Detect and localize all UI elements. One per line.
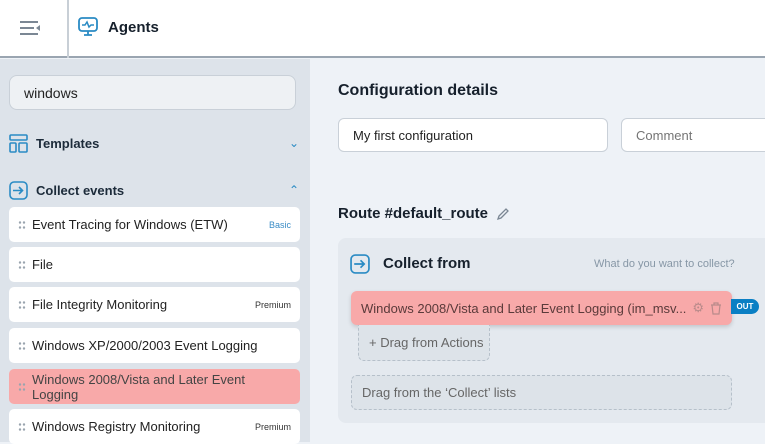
section-templates[interactable]: Templates ⌄ [9,132,299,154]
collect-item-label: Windows 2008/Vista and Later Event Loggi… [361,300,687,316]
collect-from-title: Collect from [383,255,471,272]
list-item[interactable]: Windows XP/2000/2003 Event Logging [9,328,300,363]
top-bar: Agents [0,0,765,58]
out-badge[interactable]: OUT [731,299,759,314]
drag-handle-icon[interactable] [18,381,26,392]
section-title: Configuration details [338,82,498,99]
comment-input[interactable] [621,118,765,152]
configuration-name-input[interactable] [338,118,608,152]
list-item[interactable]: File [9,247,300,282]
section-label: Templates [36,135,100,151]
collect-hint: What do you want to collect? [594,258,735,270]
tier-badge: Premium [254,299,291,310]
list-item[interactable]: Event Tracing for Windows (ETW) Basic [9,207,300,242]
trash-icon[interactable] [710,301,722,315]
tier-badge: Basic [268,219,291,230]
list-item[interactable]: Windows Registry Monitoring Premium [9,409,300,444]
page-title: Agents [108,19,159,36]
route-title: Route #default_route [338,205,510,222]
list-item[interactable]: File Integrity Monitoring Premium [9,287,300,322]
drag-from-actions-dropzone[interactable]: + Drag from Actions [358,325,490,361]
section-label: Collect events [36,182,125,198]
search-input[interactable] [9,75,296,110]
collapse-menu-icon[interactable] [18,19,42,37]
chevron-down-icon[interactable]: ⌄ [288,136,299,150]
drag-handle-icon[interactable] [18,259,26,270]
divider [67,0,69,58]
enter-icon [9,180,28,200]
drag-handle-icon[interactable] [18,340,26,351]
tier-badge: Premium [254,421,291,432]
chevron-up-icon[interactable]: ⌃ [288,183,299,197]
route-name: Route #default_route [338,205,489,222]
drag-handle-icon[interactable] [18,299,26,310]
gear-icon[interactable]: ⚙ [692,300,704,315]
layout-icon [9,133,28,153]
monitor-pulse-icon [78,17,98,36]
drag-handle-icon[interactable] [18,219,26,230]
drag-handle-icon[interactable] [18,421,26,432]
section-collect-events[interactable]: Collect events ⌃ [9,179,299,201]
drag-from-collect-dropzone[interactable]: Drag from the ‘Collect’ lists [351,375,732,410]
collect-item[interactable]: Windows 2008/Vista and Later Event Loggi… [351,291,732,325]
edit-pencil-icon[interactable] [496,207,510,221]
list-item-selected[interactable]: Windows 2008/Vista and Later Event Loggi… [9,369,300,404]
enter-icon [350,254,370,274]
sidebar: Templates ⌄ Collect events ⌃ Event Traci… [0,59,310,444]
